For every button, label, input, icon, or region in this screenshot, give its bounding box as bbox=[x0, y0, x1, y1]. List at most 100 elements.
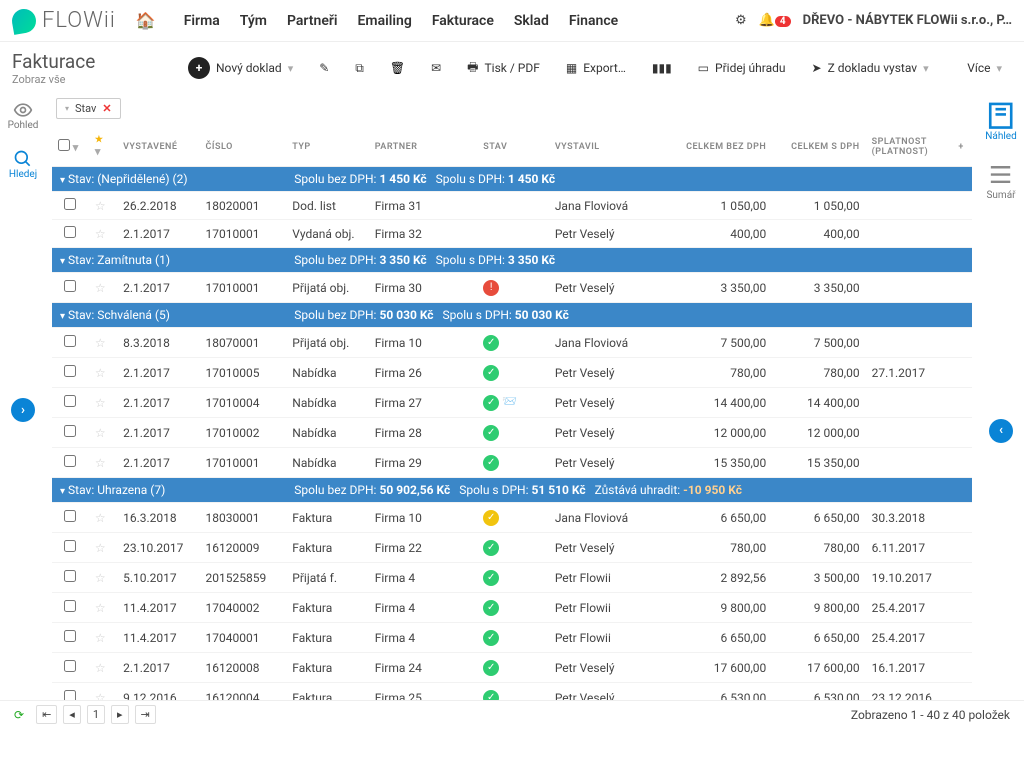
print-button[interactable]: Tisk / PDF bbox=[457, 52, 550, 85]
star-icon[interactable]: ☆ bbox=[89, 533, 117, 563]
notification-bell[interactable]: 🔔4 bbox=[759, 13, 791, 28]
col-issued[interactable]: VYSTAVENÉ bbox=[117, 127, 199, 167]
group-header[interactable]: ▾ Stav: (Nepřidělené) (2)Spolu bez DPH: … bbox=[52, 167, 972, 192]
nav-sklad[interactable]: Sklad bbox=[514, 13, 549, 29]
company-selector[interactable]: DŘEVO - NÁBYTEK FLOWii s.r.o., P… bbox=[803, 13, 1012, 28]
expand-left-icon[interactable]: › bbox=[11, 398, 35, 422]
edit-button[interactable] bbox=[309, 55, 339, 81]
copy-button[interactable] bbox=[345, 55, 374, 82]
row-checkbox[interactable] bbox=[64, 600, 76, 612]
preview-button[interactable]: Náhled bbox=[985, 100, 1016, 142]
row-checkbox[interactable] bbox=[64, 198, 76, 210]
table-row[interactable]: ☆2.1.201716120008FakturaFirma 24Petr Ves… bbox=[52, 653, 972, 683]
table-row[interactable]: ☆2.1.201717010005NabídkaFirma 26Petr Ves… bbox=[52, 358, 972, 388]
view-button[interactable]: Pohled bbox=[8, 100, 39, 131]
new-document-button[interactable]: +Nový doklad ▾ bbox=[178, 51, 303, 85]
group-header[interactable]: ▾ Stav: Schválená (5)Spolu bez DPH: 50 0… bbox=[52, 303, 972, 328]
col-add[interactable]: + bbox=[952, 127, 972, 167]
more-button[interactable]: Více ▾ bbox=[957, 55, 1012, 81]
row-checkbox[interactable] bbox=[64, 540, 76, 552]
nav-emailing[interactable]: Emailing bbox=[358, 13, 412, 29]
pager-prev[interactable]: ◂ bbox=[63, 705, 81, 724]
col-checkbox[interactable]: ▾ bbox=[52, 127, 89, 167]
home-icon[interactable]: 🏠 bbox=[136, 11, 156, 30]
star-icon[interactable]: ☆ bbox=[89, 593, 117, 623]
page-subtitle[interactable]: Zobraz vše bbox=[12, 73, 172, 86]
star-icon[interactable]: ☆ bbox=[89, 273, 117, 303]
star-icon[interactable]: ☆ bbox=[89, 563, 117, 593]
table-row[interactable]: ☆11.4.201717040001FakturaFirma 4Petr Flo… bbox=[52, 623, 972, 653]
delete-button[interactable] bbox=[380, 55, 415, 81]
star-icon[interactable]: ☆ bbox=[89, 503, 117, 533]
row-checkbox[interactable] bbox=[64, 335, 76, 347]
row-checkbox[interactable] bbox=[64, 280, 76, 292]
table-row[interactable]: ☆8.3.201818070001Přijatá obj.Firma 10Jan… bbox=[52, 328, 972, 358]
col-type[interactable]: TYP bbox=[286, 127, 368, 167]
pager-last[interactable]: ⇥ bbox=[135, 705, 156, 724]
table-row[interactable]: ☆11.4.201717040002FakturaFirma 4Petr Flo… bbox=[52, 593, 972, 623]
nav-firma[interactable]: Firma bbox=[184, 13, 220, 29]
filter-chip-stav[interactable]: ▾Stav✕ bbox=[56, 98, 121, 119]
row-checkbox[interactable] bbox=[64, 660, 76, 672]
star-icon[interactable]: ☆ bbox=[89, 653, 117, 683]
expand-right-icon[interactable]: ‹ bbox=[989, 419, 1013, 443]
issue-from-button[interactable]: Z dokladu vystav ▾ bbox=[802, 55, 939, 81]
table-row[interactable]: ☆23.10.201716120009FakturaFirma 22Petr V… bbox=[52, 533, 972, 563]
row-checkbox[interactable] bbox=[64, 365, 76, 377]
col-with-vat[interactable]: CELKEM S DPH bbox=[772, 127, 865, 167]
pager-first[interactable]: ⇤ bbox=[36, 705, 57, 724]
col-star[interactable]: ★ ▾ bbox=[89, 127, 117, 167]
plus-icon: + bbox=[188, 57, 210, 79]
row-checkbox[interactable] bbox=[64, 570, 76, 582]
chart-button[interactable] bbox=[642, 55, 682, 81]
col-due[interactable]: SPLATNOST (PLATNOST) bbox=[866, 127, 953, 167]
table-row[interactable]: ☆16.3.201818030001FakturaFirma 10Jana Fl… bbox=[52, 503, 972, 533]
nav-tým[interactable]: Tým bbox=[240, 13, 267, 29]
star-icon[interactable]: ☆ bbox=[89, 418, 117, 448]
col-number[interactable]: ČÍSLO bbox=[200, 127, 287, 167]
row-checkbox[interactable] bbox=[64, 690, 76, 700]
row-checkbox[interactable] bbox=[64, 510, 76, 522]
table-row[interactable]: ☆2.1.201717010004NabídkaFirma 27 📨Petr V… bbox=[52, 388, 972, 418]
star-icon[interactable]: ☆ bbox=[89, 683, 117, 701]
nav-finance[interactable]: Finance bbox=[569, 13, 618, 29]
row-checkbox[interactable] bbox=[64, 395, 76, 407]
col-without-vat[interactable]: CELKEM BEZ DPH bbox=[679, 127, 772, 167]
row-checkbox[interactable] bbox=[64, 226, 76, 238]
row-checkbox[interactable] bbox=[64, 630, 76, 642]
table-row[interactable]: ☆2.1.201717010001Vydaná obj.Firma 32Petr… bbox=[52, 220, 972, 248]
star-icon[interactable]: ☆ bbox=[89, 192, 117, 220]
row-checkbox[interactable] bbox=[64, 455, 76, 467]
nav-partneři[interactable]: Partneři bbox=[287, 13, 338, 29]
table-row[interactable]: ☆26.2.201818020001Dod. listFirma 31Jana … bbox=[52, 192, 972, 220]
export-button[interactable]: Export… bbox=[556, 55, 636, 81]
search-button[interactable]: Hledej bbox=[9, 149, 37, 180]
table-row[interactable]: ☆5.10.2017201525859Přijatá f.Firma 4Petr… bbox=[52, 563, 972, 593]
star-icon[interactable]: ☆ bbox=[89, 220, 117, 248]
summary-button[interactable]: Sumář bbox=[986, 160, 1015, 200]
refresh-icon[interactable]: ⟳ bbox=[14, 708, 24, 722]
row-checkbox[interactable] bbox=[64, 425, 76, 437]
col-partner[interactable]: PARTNER bbox=[369, 127, 477, 167]
add-payment-button[interactable]: Přidej úhradu bbox=[688, 55, 796, 81]
group-header[interactable]: ▾ Stav: Zamítnuta (1)Spolu bez DPH: 3 35… bbox=[52, 248, 972, 273]
filter-remove-icon[interactable]: ✕ bbox=[102, 102, 111, 115]
table-row[interactable]: ☆2.1.201717010002NabídkaFirma 28Petr Ves… bbox=[52, 418, 972, 448]
table-row[interactable]: ☆2.1.201717010001NabídkaFirma 29Petr Ves… bbox=[52, 448, 972, 478]
star-icon[interactable]: ☆ bbox=[89, 448, 117, 478]
gear-icon[interactable]: ⚙ bbox=[735, 13, 747, 28]
star-icon[interactable]: ☆ bbox=[89, 623, 117, 653]
col-state[interactable]: STAV bbox=[477, 127, 549, 167]
pager-next[interactable]: ▸ bbox=[111, 705, 129, 724]
group-header[interactable]: ▾ Stav: Uhrazena (7)Spolu bez DPH: 50 90… bbox=[52, 478, 972, 503]
table-row[interactable]: ☆2.1.201717010001Přijatá obj.Firma 30Pet… bbox=[52, 273, 972, 303]
star-icon[interactable]: ☆ bbox=[89, 388, 117, 418]
nav-fakturace[interactable]: Fakturace bbox=[432, 13, 494, 29]
star-icon[interactable]: ☆ bbox=[89, 328, 117, 358]
open-button[interactable] bbox=[421, 55, 451, 81]
pager-page[interactable]: 1 bbox=[87, 705, 105, 724]
col-issuer[interactable]: VYSTAVIL bbox=[549, 127, 679, 167]
logo[interactable]: FLOWii bbox=[12, 8, 116, 33]
table-row[interactable]: ☆9.12.201616120004FakturaFirma 25Petr Ve… bbox=[52, 683, 972, 701]
star-icon[interactable]: ☆ bbox=[89, 358, 117, 388]
